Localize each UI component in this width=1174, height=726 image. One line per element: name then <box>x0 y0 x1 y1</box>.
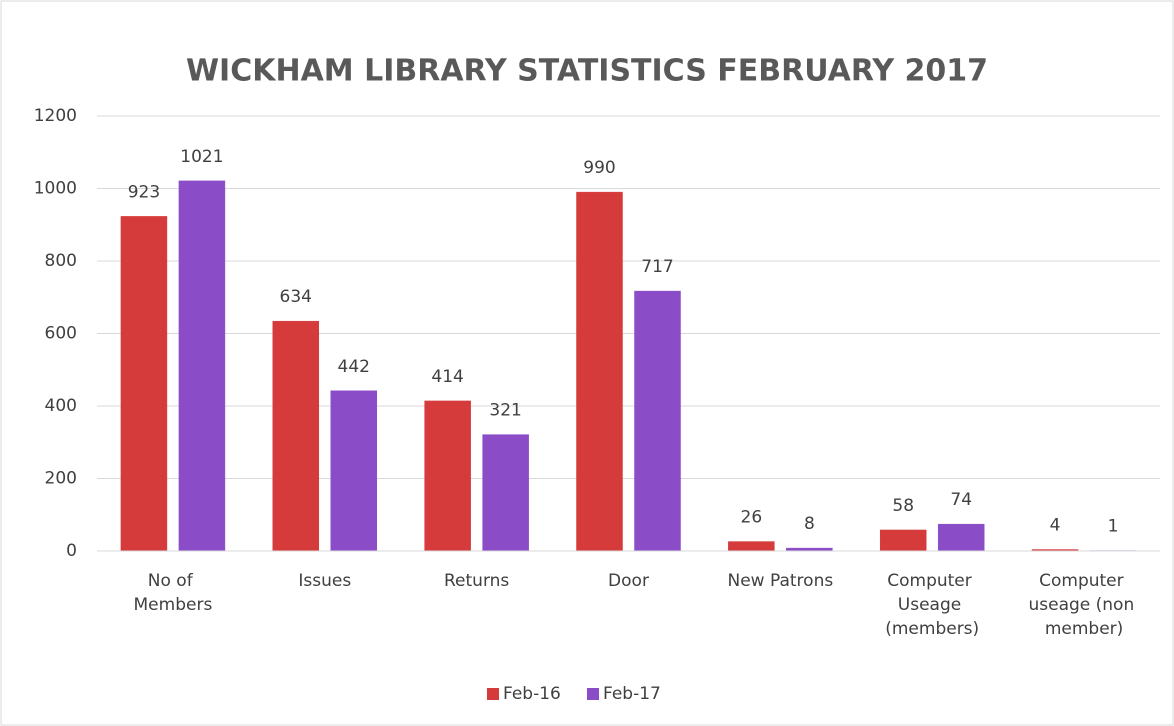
bar <box>178 180 226 552</box>
y-tick-label: 600 <box>45 324 77 344</box>
bar <box>330 390 378 552</box>
bar <box>576 191 623 552</box>
x-tick-label: No of Members <box>134 571 213 615</box>
y-tick-label: 1200 <box>34 106 77 126</box>
x-tick-label: Issues <box>298 571 351 591</box>
chart-title: WICKHAM LIBRARY STATISTICS FEBRUARY 2017 <box>186 54 988 89</box>
x-tick-label: Returns <box>444 571 509 591</box>
x-tick-label: Computer Useage (members) <box>885 571 979 639</box>
legend-swatch <box>487 688 499 700</box>
value-label: 321 <box>489 401 521 421</box>
y-tick-label: 0 <box>66 541 77 561</box>
value-label: 1 <box>1108 517 1119 537</box>
value-label: 414 <box>431 367 463 387</box>
legend-label: Feb-16 <box>503 684 561 704</box>
bar <box>424 400 471 552</box>
y-tick-label: 200 <box>45 469 77 489</box>
legend-label: Feb-17 <box>603 684 661 704</box>
value-label: 717 <box>641 257 673 277</box>
legend-swatch <box>587 688 599 700</box>
bar <box>634 290 681 552</box>
bar <box>482 434 529 552</box>
value-label: 1021 <box>180 147 223 167</box>
value-label: 634 <box>280 287 312 307</box>
x-tick-label: Door <box>608 571 649 591</box>
value-label: 8 <box>804 514 815 534</box>
value-label: 74 <box>950 490 972 510</box>
value-label: 58 <box>892 496 914 516</box>
value-label: 990 <box>583 158 615 178</box>
bar <box>728 541 775 552</box>
y-tick-label: 1000 <box>34 179 77 199</box>
y-tick-label: 800 <box>45 251 77 271</box>
value-label: 442 <box>338 357 370 377</box>
bar <box>272 320 320 552</box>
x-tick-label: New Patrons <box>728 571 834 591</box>
bar <box>937 523 985 552</box>
x-tick-label: Computer useage (non member) <box>1028 571 1139 639</box>
y-tick-label: 400 <box>45 396 77 416</box>
value-label: 4 <box>1050 516 1061 536</box>
bar <box>120 216 168 552</box>
value-label: 923 <box>128 182 160 202</box>
bar <box>879 529 927 552</box>
value-label: 26 <box>741 508 763 528</box>
